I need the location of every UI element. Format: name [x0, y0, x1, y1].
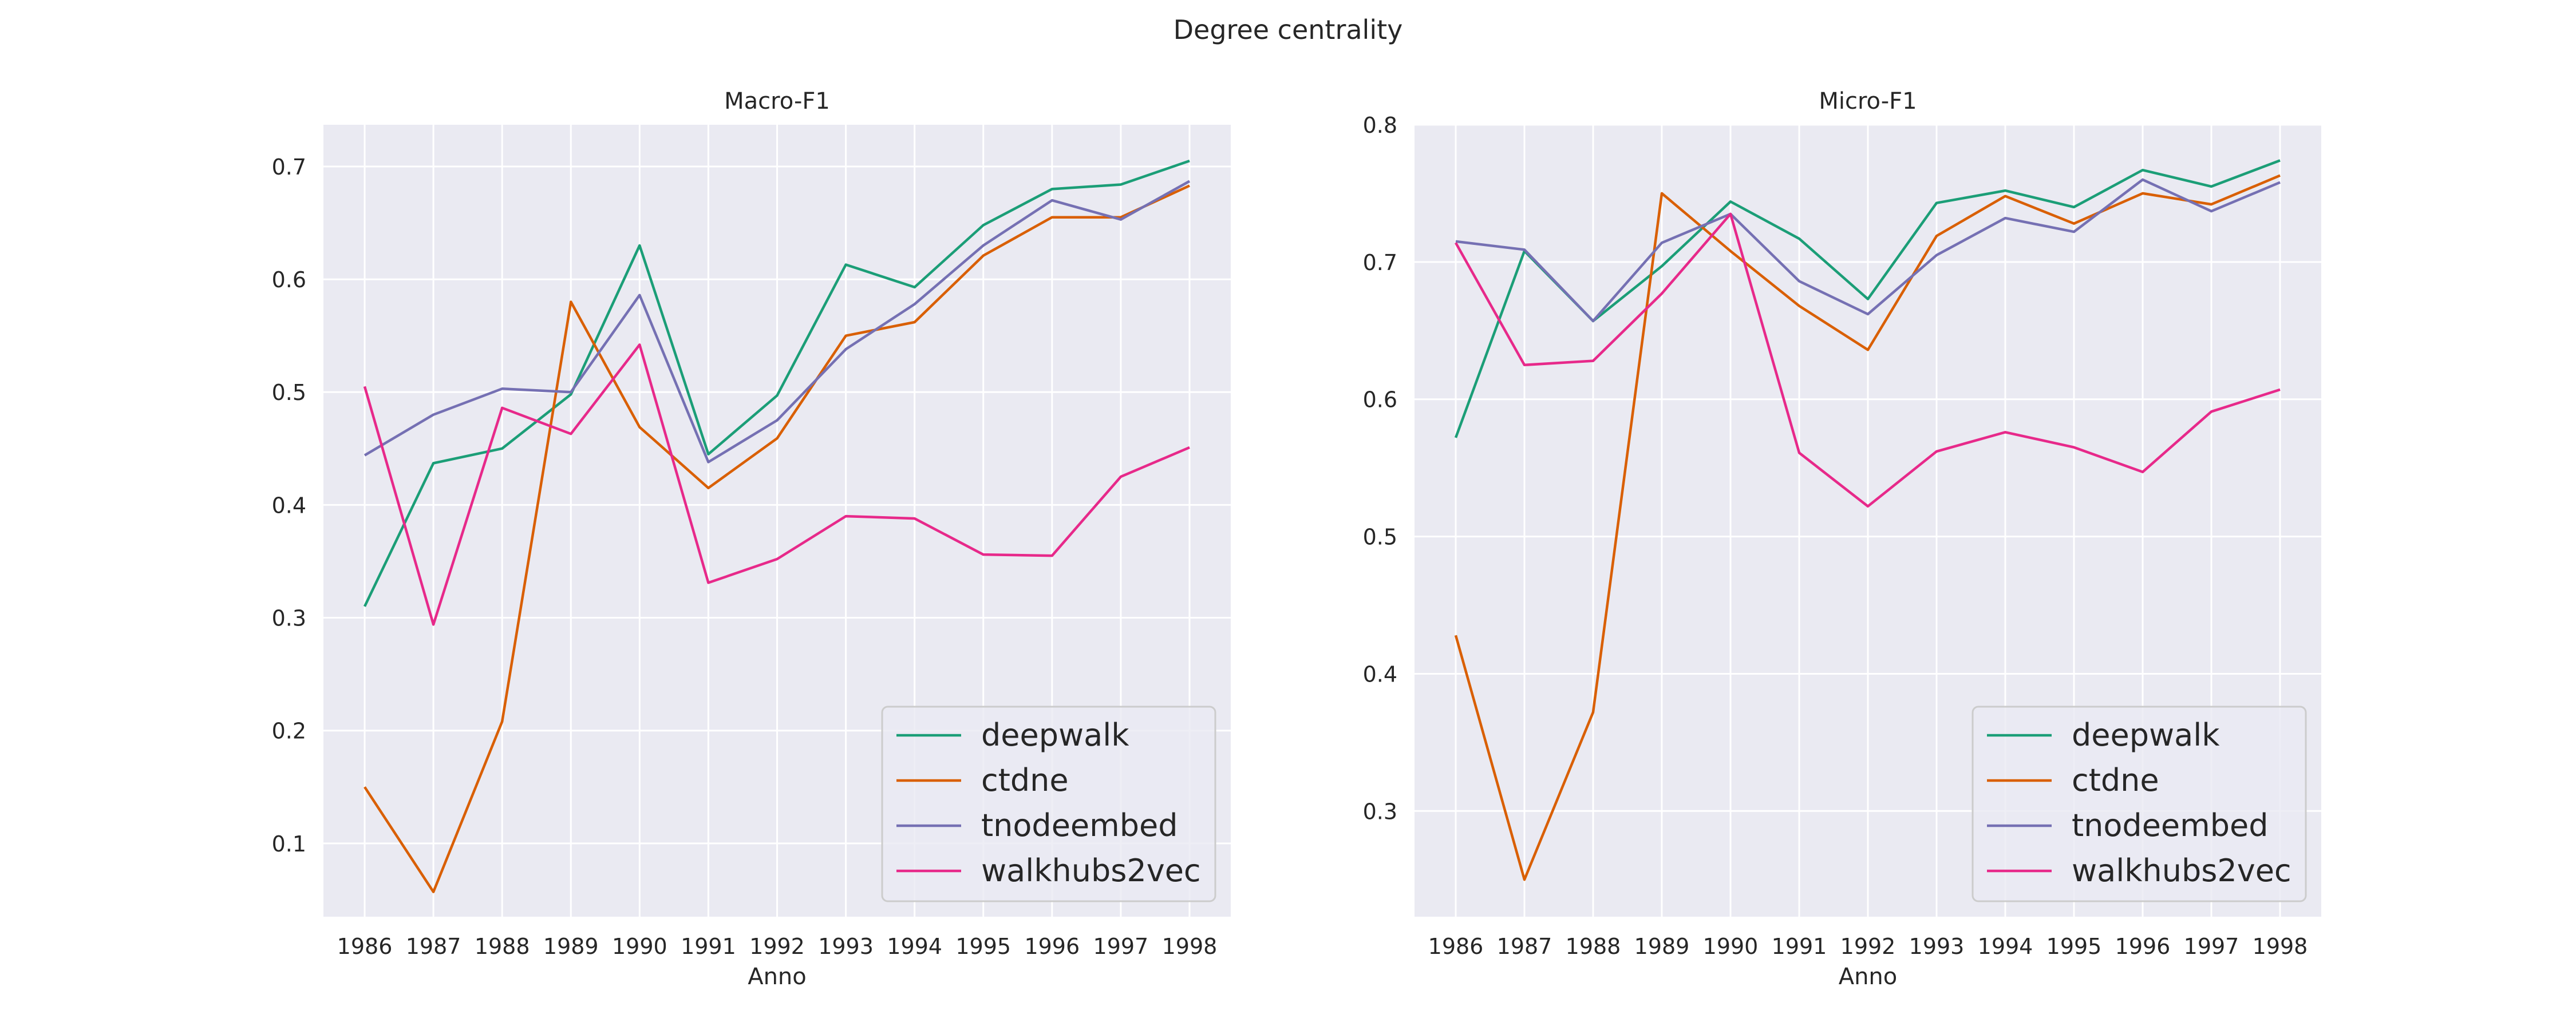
x-tick-label: 1995	[955, 934, 1011, 959]
legend-label: tnodeembed	[2072, 807, 2269, 843]
legend-label: walkhubs2vec	[2072, 853, 2291, 889]
x-tick-label: 1990	[612, 934, 667, 959]
series-line-tnodeembed	[364, 180, 1191, 464]
subplot-title: Macro-F1	[724, 88, 830, 114]
legend-label: deepwalk	[981, 717, 1129, 753]
series-line-walkhubs2vec	[1455, 212, 2281, 508]
y-tick-label: 0.7	[272, 154, 306, 180]
x-tick-label: 1987	[406, 934, 461, 959]
series-line-ctdne	[1454, 174, 2281, 881]
chart-panel-2: 0.3 0.4 0.5 0.6 0.7 0.8 1986 1987 1988 1989 1990 19…	[1363, 88, 2321, 990]
x-tick-label: 1987	[1497, 934, 1552, 959]
subplot-title: Micro-F1	[1819, 88, 1917, 114]
x-tick-label: 1997	[1093, 934, 1149, 959]
y-tick-label: 0.1	[272, 831, 306, 857]
x-tick-label: 1996	[2115, 934, 2171, 959]
y-tick-label: 0.5	[272, 380, 306, 405]
x-tick-label: 1988	[475, 934, 530, 959]
legend-box	[881, 706, 1216, 902]
y-tick-label: 0.2	[272, 719, 306, 744]
x-tick-label: 1994	[887, 934, 942, 959]
y-tick-label: 0.6	[272, 267, 306, 292]
y-tick-label: 0.3	[1363, 799, 1397, 824]
x-tick-label: 1992	[749, 934, 805, 959]
y-tick-label: 0.4	[1363, 661, 1397, 687]
x-tick-label: 1988	[1566, 934, 1621, 959]
legend-label: ctdne	[2072, 762, 2159, 798]
figure-title: Degree centrality	[1174, 14, 1403, 45]
chart-panel-1: 0.1 0.2 0.3 0.4 0.5 0.6 0.7 1986 1987 1988 1989 199…	[272, 88, 1231, 990]
x-tick-label: 1997	[2184, 934, 2239, 959]
x-tick-label: 1989	[543, 934, 599, 959]
legend-label: walkhubs2vec	[981, 853, 1201, 889]
x-tick-label: 1994	[1978, 934, 2033, 959]
x-tick-label: 1993	[1909, 934, 1965, 959]
legend-label: tnodeembed	[981, 807, 1178, 843]
legend: deepwalk ctdne tnodeembed walkhubs2vec	[881, 706, 1216, 902]
y-tick-label: 0.4	[272, 493, 306, 518]
x-tick-label: 1998	[2253, 934, 2308, 959]
x-tick-label: 1998	[1162, 934, 1218, 959]
x-tick-label: 1995	[2046, 934, 2102, 959]
series-line-walkhubs2vec	[363, 343, 1190, 626]
x-tick-label: 1991	[1772, 934, 1827, 959]
series-line-ctdne	[364, 184, 1190, 893]
y-tick-label: 0.3	[272, 606, 306, 631]
x-tick-label: 1992	[1840, 934, 1896, 959]
legend-label: deepwalk	[2072, 717, 2220, 753]
y-tick-label: 0.5	[1363, 525, 1397, 550]
x-tick-label: 1986	[1428, 934, 1484, 959]
x-tick-label: 1989	[1634, 934, 1690, 959]
x-axis-label: Anno	[748, 964, 807, 990]
y-tick-label: 0.8	[1363, 113, 1397, 138]
y-tick-label: 0.7	[1363, 250, 1397, 275]
x-axis-label: Anno	[1839, 964, 1898, 990]
series-line-tnodeembed	[1455, 178, 2281, 323]
x-tick-label: 1986	[337, 934, 393, 959]
y-tick-label: 0.6	[1363, 387, 1397, 413]
x-tick-label: 1996	[1024, 934, 1080, 959]
series-line-deepwalk	[363, 159, 1190, 607]
legend-box	[1971, 706, 2307, 902]
legend: deepwalk ctdne tnodeembed walkhubs2vec	[1971, 706, 2307, 902]
chart-panels: 0.1 0.2 0.3 0.4 0.5 0.6 0.7 1986 1987 1988 1989 199…	[272, 88, 2321, 990]
x-tick-label: 1990	[1703, 934, 1759, 959]
x-tick-label: 1993	[818, 934, 874, 959]
x-tick-label: 1991	[681, 934, 736, 959]
legend-label: ctdne	[981, 762, 1069, 798]
